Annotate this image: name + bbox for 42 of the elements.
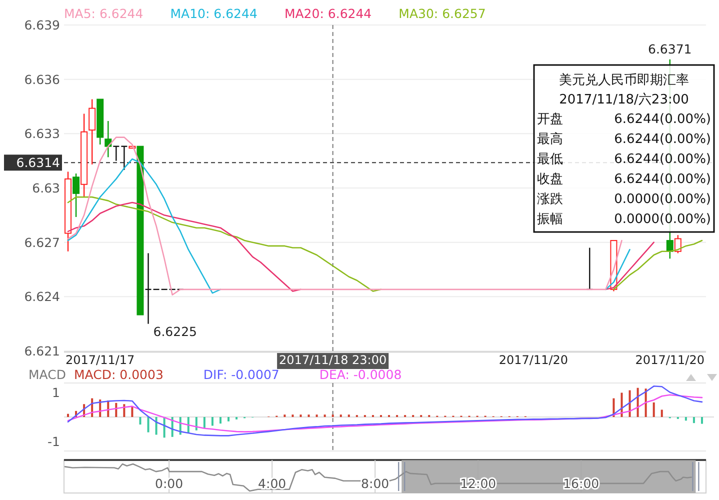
annotation: 6.6244(0.00%) <box>614 172 711 187</box>
text: MA10: 6.6244 <box>170 6 258 21</box>
text: MA20: 6.6244 <box>284 6 372 21</box>
annotation: 美元兑人民币即期汇率 <box>559 72 689 88</box>
y-tick-label: 6.627 <box>24 234 60 250</box>
x-tick-label: 12:00 <box>460 476 496 491</box>
annotation: 收盘 <box>537 172 563 187</box>
x-tick-label: 2017/11/20 <box>635 353 704 367</box>
annotation: 2017/11/18/六23:00 <box>559 92 689 108</box>
text: MA5: 6.6244 <box>64 6 144 21</box>
x-tick-label: 2017/11/18 23:00 <box>279 353 387 367</box>
y-tick-label: 6.63 <box>32 180 60 196</box>
x-tick-label: 2017/11/20 <box>498 353 568 367</box>
x-tick-label: 0:00 <box>155 476 184 491</box>
text: DEA: -0.0008 <box>319 367 402 382</box>
chart-title: MACD <box>28 367 66 382</box>
annotation: 6.6244(0.00%) <box>614 152 711 167</box>
y-tick-label: 6.633 <box>24 126 60 142</box>
y-tick-label: 6.621 <box>24 344 60 358</box>
y-tick-label: 6.624 <box>24 289 60 304</box>
annotation: 6.6244(0.00%) <box>614 132 711 147</box>
series-label: MACD: 0.0003 <box>74 367 164 382</box>
y-tick-label: 1 <box>52 385 60 400</box>
annotation: 0.0000(0.00%) <box>614 192 711 207</box>
y-tick-label: -1 <box>48 434 60 449</box>
annotation: 6.6225 <box>153 324 198 339</box>
text: MA30: 6.6257 <box>398 6 486 21</box>
annotation: 振幅 <box>537 212 563 227</box>
annotation: 最高 <box>537 131 563 147</box>
annotation: 6.6371 <box>648 41 692 56</box>
annotation: 涨跌 <box>537 192 563 207</box>
ref-line-label: 6.6314 <box>16 155 60 170</box>
x-tick-label: 2017/11/17 <box>66 353 135 367</box>
y-tick-label: 6.636 <box>24 72 60 87</box>
text: DIF: -0.0007 <box>203 367 280 382</box>
x-tick-label: 16:00 <box>563 476 600 491</box>
y-tick-label: 6.639 <box>24 18 60 32</box>
annotation: 6.6244(0.00%) <box>614 112 711 127</box>
annotation: 开盘 <box>537 112 563 127</box>
annotation: 0.0000(0.00%) <box>614 212 711 227</box>
x-tick-label: 4:00 <box>258 476 286 491</box>
annotation: 最低 <box>537 152 563 167</box>
